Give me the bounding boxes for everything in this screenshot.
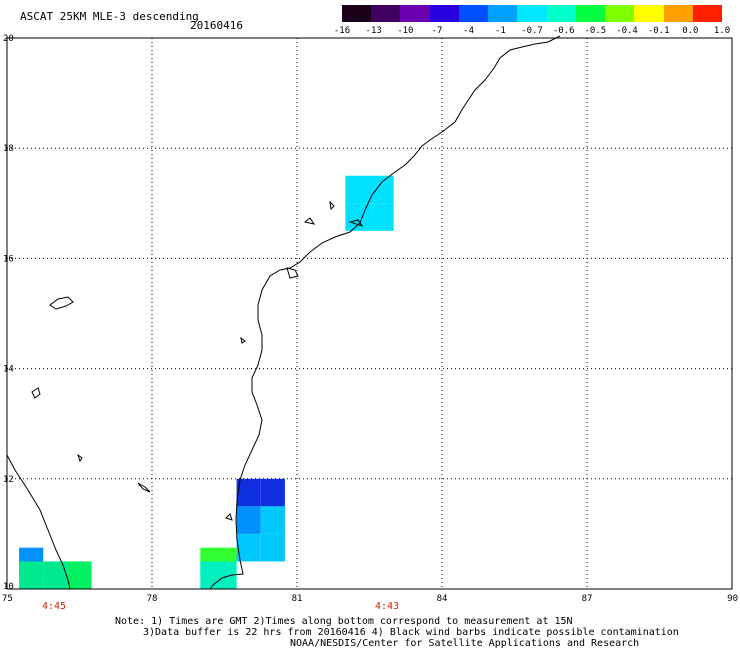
x-tick-label: 84: [437, 594, 448, 604]
colorbar-swatch: [605, 5, 635, 22]
colorbar-label: 0.0: [682, 26, 699, 36]
colorbar-label: -0.6: [552, 26, 575, 36]
time-label-right: 4:43: [375, 601, 400, 612]
note-line-2: 3)Data buffer is 22 hrs from 20160416 4)…: [143, 627, 679, 638]
wind-cell: [236, 478, 261, 507]
colorbar-swatch: [342, 5, 372, 22]
wind-cell: [345, 175, 370, 204]
colorbar-swatch: [634, 5, 664, 22]
map-frame: [6, 37, 733, 590]
note-line-1: Note: 1) Times are GMT 2)Times along bot…: [115, 616, 573, 627]
colorbar-label: -0.4: [616, 26, 638, 36]
colorbar-swatch: [488, 5, 518, 22]
wind-cell: [236, 533, 261, 562]
y-tick-label: 12: [3, 475, 14, 485]
y-tick-label: 20: [3, 34, 14, 44]
colorbar-label: -16: [333, 26, 351, 36]
colorbar-label: -0.5: [584, 26, 607, 36]
x-tick-label: 75: [2, 594, 13, 604]
colorbar-swatch: [546, 5, 576, 22]
wind-cell: [369, 203, 394, 231]
wind-cell: [43, 561, 68, 589]
wind-cell: [19, 561, 44, 589]
y-tick-label: 18: [3, 144, 14, 154]
map-grid: [6, 37, 733, 590]
colorbar-label: -7: [431, 26, 443, 36]
y-tick-label: 10: [3, 582, 14, 592]
y-tick-label: 16: [3, 254, 14, 264]
map-title: ASCAT 25KM MLE-3 descending: [20, 10, 199, 23]
colorbar-swatch: [400, 5, 430, 22]
colorbar-label: -13: [365, 26, 382, 36]
colorbar: [342, 5, 723, 22]
colorbar-label: -10: [397, 26, 414, 36]
colorbar-label: 1.0: [713, 26, 731, 36]
colorbar-label: -0.1: [647, 26, 670, 36]
axis-tick-labels: 75 78 81 84 87 90 10 12 14 16 18 20: [2, 34, 738, 604]
colorbar-swatch: [429, 5, 459, 22]
colorbar-swatch: [692, 5, 723, 22]
wind-data-cells: [19, 175, 394, 589]
colorbar-swatch: [517, 5, 547, 22]
colorbar-label: -0.7: [521, 26, 543, 36]
note-line-3: NOAA/NESDIS/Center for Satellite Applica…: [290, 638, 640, 649]
colorbar-labels: -16 -13 -10 -7 -4 -1 -0.7 -0.6 -0.5 -0.4 -0.1 0.0 1.…: [330, 26, 740, 38]
time-label-left: 4:45: [42, 601, 67, 612]
wind-cell: [67, 561, 92, 589]
coastline: [6, 35, 561, 590]
colorbar-swatch: [371, 5, 401, 22]
colorbar-swatch: [575, 5, 606, 22]
x-tick-label: 78: [147, 594, 158, 604]
x-tick-label: 81: [292, 594, 303, 604]
wind-cell: [236, 506, 261, 534]
x-tick-label: 87: [582, 594, 593, 604]
wind-cell: [369, 175, 394, 204]
colorbar-swatch: [458, 5, 489, 22]
colorbar-swatch: [663, 5, 693, 22]
wind-cell: [260, 506, 285, 534]
colorbar-label: -1: [494, 26, 506, 36]
map-date: 20160416: [190, 19, 243, 32]
wind-cell: [260, 478, 285, 507]
colorbar-label: -4: [463, 26, 475, 36]
x-tick-label: 90: [727, 594, 738, 604]
y-tick-label: 14: [3, 365, 14, 375]
wind-cell: [260, 533, 285, 562]
